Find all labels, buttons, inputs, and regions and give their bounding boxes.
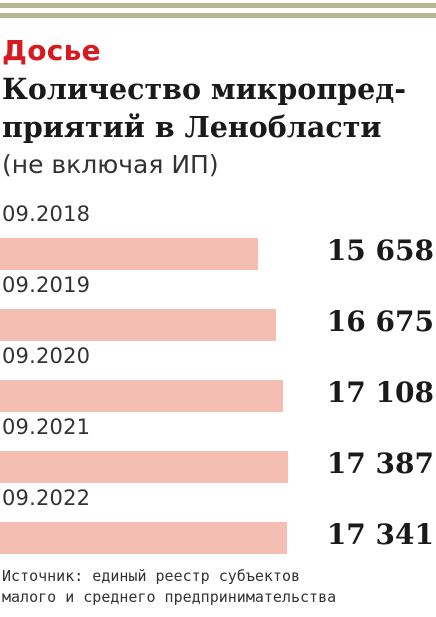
top-decoration <box>0 0 436 22</box>
bar-value-label: 16 675 <box>326 305 434 338</box>
chart-title: Количество микропред-приятий в Ленобласт… <box>2 72 407 144</box>
bar <box>0 451 288 483</box>
bar-category-label: 09.2019 <box>2 273 91 297</box>
chart-subtitle: (не включая ИП) <box>2 150 219 179</box>
bar-category-label: 09.2020 <box>2 344 91 368</box>
bar-value-label: 17 387 <box>326 447 434 480</box>
bar-category-label: 09.2021 <box>2 415 91 439</box>
bar-value-label: 17 341 <box>326 518 434 551</box>
stripe-bottom <box>0 13 436 18</box>
source-line-2: малого и среднего предпринимательства <box>2 588 337 606</box>
bar-category-label: 09.2022 <box>2 486 91 510</box>
bar <box>0 380 283 412</box>
bar-value-label: 15 658 <box>326 234 434 267</box>
bar <box>0 309 276 341</box>
bar-category-label: 09.2018 <box>2 202 91 226</box>
source-line-1: Источник: единый реестр субъектов <box>2 567 301 585</box>
stripe-top <box>0 3 436 8</box>
source-note: Источник: единый реестр субъектов малого… <box>2 566 336 608</box>
kicker-label: Досье <box>2 34 101 67</box>
bar-chart: 09.2018 15 658 09.2019 16 675 09.2020 17 108 0… <box>0 196 436 556</box>
bar <box>0 238 258 270</box>
bar-value-label: 17 108 <box>326 376 434 409</box>
bar <box>0 522 287 554</box>
